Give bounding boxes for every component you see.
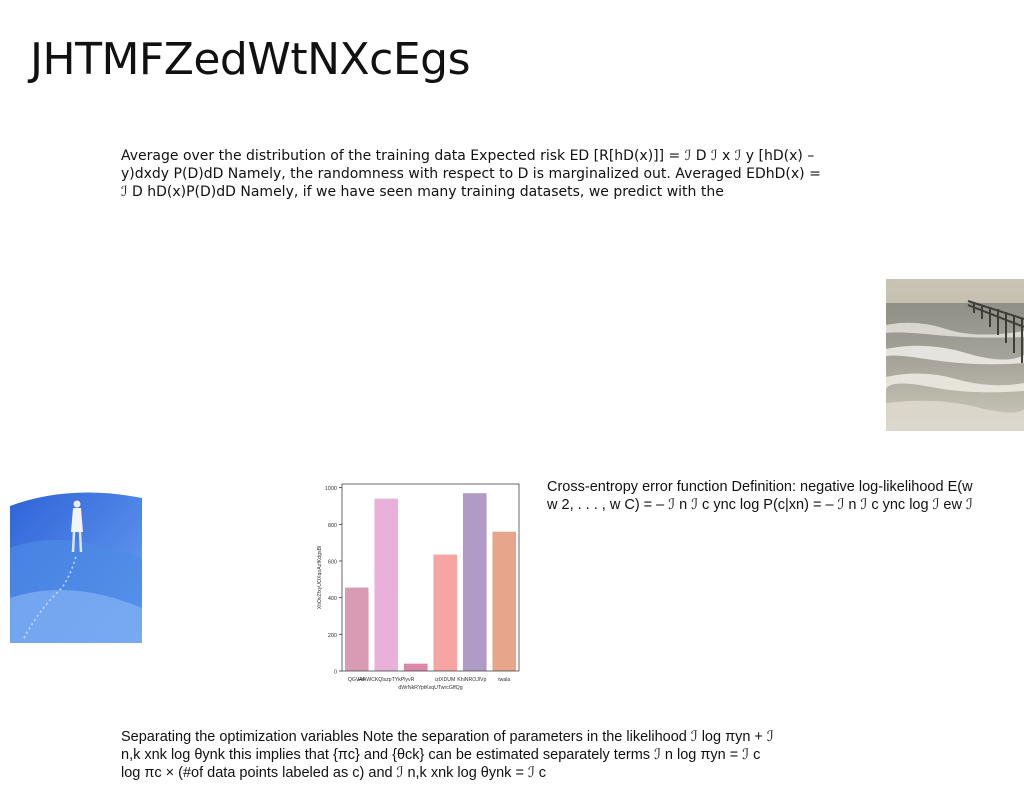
bar-chart-svg: 0 200 400 600 800 1000 QGVAFHmWCKQlszpTYkPlyvR… — [317, 483, 520, 691]
y-axis-label: XtiOvZfxyUOXqoAzfKdgsBl — [317, 546, 323, 609]
y-tick-label: 0 — [334, 670, 337, 676]
x-tick-label: QGVAF — [348, 677, 366, 683]
pier-photo — [886, 279, 1024, 431]
x-tick-label: izlXDUM — [435, 677, 455, 683]
body-paragraph-cross-entropy: Cross-entropy error function Definition:… — [547, 478, 1024, 514]
bar — [403, 663, 428, 671]
bar-chart: 0 200 400 600 800 1000 QGVAF HmWCKQlszpTYkPlyvR… — [308, 478, 526, 700]
x-tick-label: HmWCKQlszpTYkPlyvR — [358, 677, 414, 683]
bar — [462, 493, 487, 671]
bar — [374, 498, 399, 671]
bar — [344, 587, 369, 671]
y-tick-label: 800 — [328, 523, 337, 529]
bar — [492, 531, 517, 671]
desert-walker-photo — [10, 488, 142, 643]
bar — [433, 554, 458, 671]
x-tick-label: twala — [498, 677, 510, 683]
x-axis-label: dWrNkRYptKxqUTwrcGffQg — [398, 685, 462, 691]
y-tick-label: 600 — [328, 560, 337, 566]
x-tick-label: KhiNROJlVp — [457, 677, 486, 683]
y-tick-label: 1000 — [325, 486, 337, 492]
plot-frame — [341, 483, 520, 672]
y-tick-label: 400 — [328, 596, 337, 602]
y-tick-label: 200 — [328, 633, 337, 639]
cross-entropy-line-1: Cross-entropy error function Definition:… — [547, 479, 973, 495]
slide-title: JHTMFZedWtNXcEgs — [30, 34, 471, 85]
body-paragraph-expected-risk: Average over the distribution of the tra… — [121, 148, 821, 200]
body-paragraph-optimization: Separating the optimization variables No… — [121, 729, 774, 781]
cross-entropy-line-2: w 2, . . . , w C) = – ℐ n ℐ c ync log P(… — [547, 497, 973, 513]
